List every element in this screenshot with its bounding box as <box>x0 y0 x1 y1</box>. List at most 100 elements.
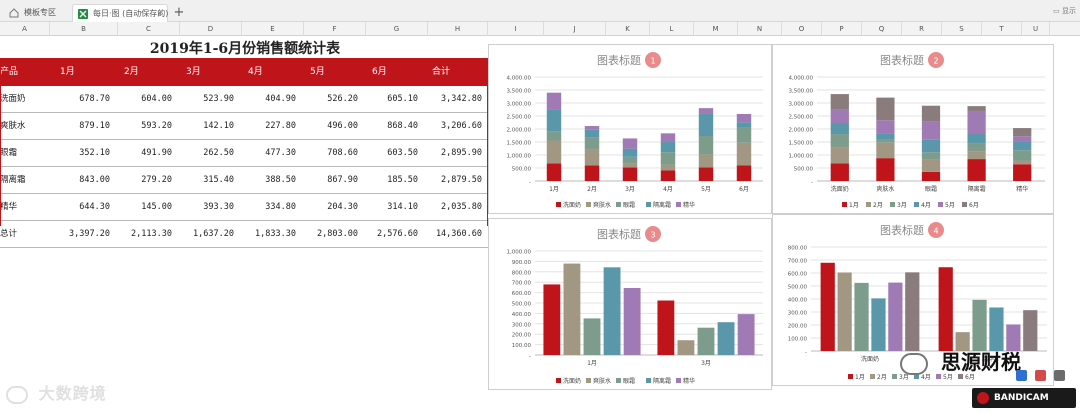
column-header-t[interactable]: T <box>982 22 1022 36</box>
header-cell-1[interactable]: 1月 <box>60 67 75 77</box>
row-label-cell[interactable]: 总计 <box>0 229 18 239</box>
keyboard-icon[interactable] <box>1054 370 1066 381</box>
value-cell[interactable]: 603.50 <box>387 148 418 158</box>
y-tick-label: 100.00 <box>788 337 808 343</box>
value-cell[interactable]: 526.20 <box>327 94 358 104</box>
value-cell[interactable]: 2,879.50 <box>441 175 482 185</box>
chart-4[interactable]: 图表标题 4 800.00 700.00 600.00 500.00 400.00 300.0… <box>772 214 1054 386</box>
chart-2[interactable]: 图表标题 2 4,000.00 3,500.00 3,000.00 2,500.00 2,0… <box>772 44 1054 214</box>
value-cell[interactable]: 644.30 <box>79 202 110 212</box>
new-tab-button[interactable]: + <box>173 5 185 20</box>
legend-swatch <box>914 202 919 207</box>
speaker-icon[interactable] <box>1035 370 1047 381</box>
column-header-l[interactable]: L <box>650 22 694 36</box>
column-header-g[interactable]: G <box>366 22 428 36</box>
tab-template-zone[interactable]: 模板专区 <box>4 4 64 22</box>
value-cell[interactable]: 2,113.30 <box>131 229 172 239</box>
value-cell[interactable]: 3,342.80 <box>441 94 482 104</box>
column-header-f[interactable]: F <box>304 22 366 36</box>
value-cell[interactable]: 593.20 <box>141 121 172 131</box>
home-icon <box>9 8 19 18</box>
column-header-i[interactable]: I <box>488 22 544 36</box>
value-cell[interactable]: 142.10 <box>203 121 234 131</box>
column-header-k[interactable]: K <box>606 22 650 36</box>
value-cell[interactable]: 14,360.60 <box>435 229 482 239</box>
row-label-cell[interactable]: 隔离霜 <box>0 175 26 185</box>
value-cell[interactable]: 708.60 <box>327 148 358 158</box>
column-header-c[interactable]: C <box>118 22 180 36</box>
row-label-cell[interactable]: 眼霜 <box>0 148 18 158</box>
column-header-a[interactable]: A <box>0 22 50 36</box>
value-cell[interactable]: 879.10 <box>79 121 110 131</box>
bar-segment <box>546 163 562 181</box>
header-cell-3[interactable]: 3月 <box>186 67 201 77</box>
value-cell[interactable]: 388.50 <box>265 175 296 185</box>
value-cell[interactable]: 2,803.00 <box>317 229 358 239</box>
header-cell-0[interactable]: 产品 <box>0 67 19 77</box>
bar <box>854 282 869 351</box>
value-cell[interactable]: 262.50 <box>203 148 234 158</box>
value-cell[interactable]: 2,576.60 <box>377 229 418 239</box>
column-header-b[interactable]: B <box>50 22 118 36</box>
value-cell[interactable]: 523.90 <box>203 94 234 104</box>
column-header-e[interactable]: E <box>242 22 304 36</box>
column-header-u[interactable]: U <box>1022 22 1050 36</box>
value-cell[interactable]: 279.20 <box>141 175 172 185</box>
column-header-n[interactable]: N <box>738 22 782 36</box>
column-header-q[interactable]: Q <box>862 22 902 36</box>
value-cell[interactable]: 477.30 <box>265 148 296 158</box>
value-cell[interactable]: 868.40 <box>387 121 418 131</box>
bar-segment <box>736 122 752 127</box>
bar-segment <box>736 142 752 166</box>
header-cell-4[interactable]: 4月 <box>248 67 263 77</box>
column-header-j[interactable]: J <box>544 22 606 36</box>
column-header-h[interactable]: H <box>428 22 488 36</box>
value-cell[interactable]: 334.80 <box>265 202 296 212</box>
value-cell[interactable]: 496.00 <box>327 121 358 131</box>
header-cell-5[interactable]: 5月 <box>310 67 325 77</box>
row-label-cell[interactable]: 洗面奶 <box>0 94 26 104</box>
column-header-d[interactable]: D <box>180 22 242 36</box>
ime-icon[interactable] <box>1016 370 1027 381</box>
chart-3[interactable]: 图表标题 3 1,000.00 900.00 800.00 700.00 600.00 500… <box>488 218 772 390</box>
row-label-cell[interactable]: 精华 <box>0 202 18 212</box>
value-cell[interactable]: 227.80 <box>265 121 296 131</box>
value-cell[interactable]: 2,035.80 <box>441 202 482 212</box>
tab-workbook[interactable]: 每日·图 (自动保存的) × <box>72 4 168 22</box>
value-cell[interactable]: 1,833.30 <box>255 229 296 239</box>
value-cell[interactable]: 843.00 <box>79 175 110 185</box>
header-cell-2[interactable]: 2月 <box>124 67 139 77</box>
value-cell[interactable]: 314.10 <box>387 202 418 212</box>
value-cell[interactable]: 185.50 <box>387 175 418 185</box>
value-cell[interactable]: 491.90 <box>141 148 172 158</box>
value-cell[interactable]: 605.10 <box>387 94 418 104</box>
column-header-m[interactable]: M <box>694 22 738 36</box>
bar-segment <box>584 129 600 138</box>
bar-segment <box>830 94 849 110</box>
value-cell[interactable]: 3,397.20 <box>69 229 110 239</box>
bar <box>972 299 987 351</box>
close-tab-icon[interactable]: × <box>156 9 164 19</box>
value-cell[interactable]: 2,895.90 <box>441 148 482 158</box>
value-cell[interactable]: 352.10 <box>79 148 110 158</box>
header-cell-6[interactable]: 6月 <box>372 67 387 77</box>
column-header-p[interactable]: P <box>822 22 862 36</box>
value-cell[interactable]: 404.90 <box>265 94 296 104</box>
value-cell[interactable]: 145.00 <box>141 202 172 212</box>
bar <box>737 314 755 355</box>
column-header-s[interactable]: S <box>942 22 982 36</box>
window-display-button[interactable]: ▭ 显示 <box>1053 6 1076 16</box>
value-cell[interactable]: 867.90 <box>327 175 358 185</box>
value-cell[interactable]: 678.70 <box>79 94 110 104</box>
value-cell[interactable]: 604.00 <box>141 94 172 104</box>
chart-1[interactable]: 图表标题 1 4,000.00 3,500.00 3,000.00 2,500.00 2,0… <box>488 44 772 214</box>
row-label-cell[interactable]: 爽肤水 <box>0 121 26 131</box>
column-header-r[interactable]: R <box>902 22 942 36</box>
value-cell[interactable]: 204.30 <box>327 202 358 212</box>
value-cell[interactable]: 3,206.60 <box>441 121 482 131</box>
header-cell-7[interactable]: 合计 <box>432 67 451 77</box>
value-cell[interactable]: 315.40 <box>203 175 234 185</box>
value-cell[interactable]: 393.30 <box>203 202 234 212</box>
column-header-o[interactable]: O <box>782 22 822 36</box>
value-cell[interactable]: 1,637.20 <box>193 229 234 239</box>
